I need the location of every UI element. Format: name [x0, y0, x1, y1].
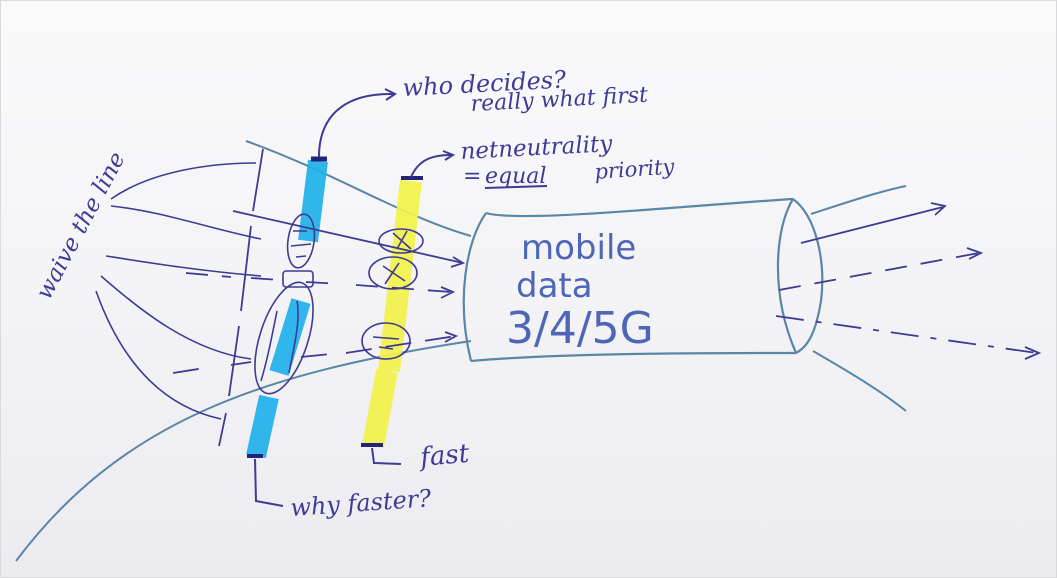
right-bottom-curve	[812, 350, 907, 412]
callout-connectors	[254, 88, 456, 507]
fast-label: fast	[417, 439, 471, 473]
packet-yellow-1	[378, 228, 424, 254]
packet-blue-2	[282, 270, 314, 288]
outgoing-arrows	[775, 202, 1042, 360]
mobile-data-pipe	[462, 197, 824, 363]
arrow-in-2	[185, 272, 452, 293]
arrow-out-2	[778, 252, 980, 291]
pipe-label-data: data	[516, 266, 593, 306]
arrow-out-3	[775, 315, 1038, 354]
equal-word-label: equal	[485, 164, 546, 189]
packet-blue-1	[286, 213, 316, 269]
why-faster-connector	[254, 458, 284, 507]
dashed-divider	[218, 148, 264, 447]
fan-lines	[95, 162, 262, 420]
equal-sign-label: =	[463, 164, 481, 189]
blue-band-packets	[254, 213, 316, 395]
arrow-out-1	[800, 206, 944, 244]
waive-the-line-label: waive the line	[31, 148, 130, 304]
packet-yellow-2	[368, 256, 418, 290]
upper-funnel-curve	[245, 140, 472, 237]
pipe-label-mobile: mobile	[521, 228, 636, 268]
fast-connector	[371, 447, 402, 465]
why-faster-label: why faster?	[289, 484, 432, 522]
netneutrality-connector	[410, 154, 452, 178]
equal-underline	[484, 185, 548, 189]
arrow-in-3	[172, 335, 457, 374]
pipe-label-generations: 3/4/5G	[506, 303, 654, 354]
priority-label: priority	[594, 154, 677, 184]
yellow-band-packets	[361, 228, 424, 360]
incoming-arrows	[172, 210, 466, 374]
arrow-in-1	[232, 210, 464, 264]
right-top-curve	[810, 185, 907, 215]
packet-blue-3	[254, 281, 314, 395]
packet-yellow-3	[361, 322, 411, 360]
who-decides-connector	[318, 92, 394, 158]
netneutrality-label: netneutrality	[460, 131, 614, 165]
blue-highlighter-band	[246, 156, 328, 459]
lower-flow-curve	[15, 340, 472, 562]
yellow-highlighter-band	[361, 176, 423, 449]
